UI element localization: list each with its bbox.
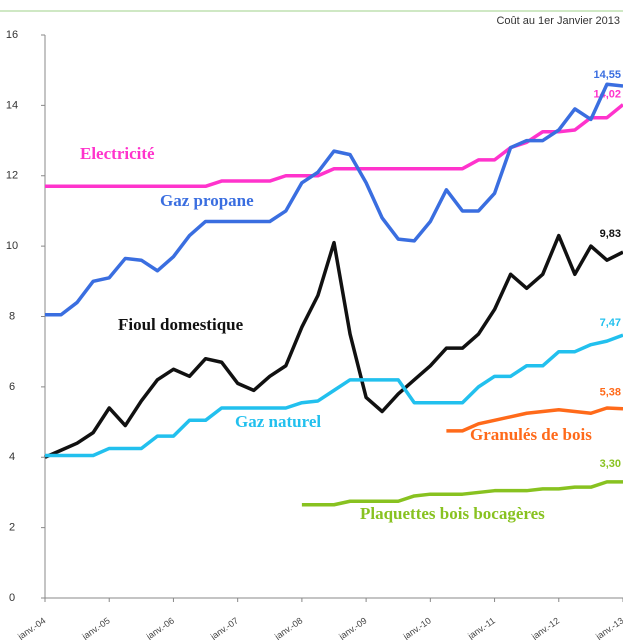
series-name: Gaz naturel xyxy=(235,412,321,431)
series-name: Fioul domestique xyxy=(118,315,244,334)
series-name: Granulés de bois xyxy=(470,425,592,444)
y-tick-label: 2 xyxy=(9,522,15,534)
value-label: 5,38 xyxy=(600,387,621,399)
x-tick-label: janv.-07 xyxy=(208,615,240,640)
y-tick-label: 16 xyxy=(6,29,18,41)
y-tick-label: 10 xyxy=(6,240,18,252)
y-tick-label: 8 xyxy=(9,310,15,322)
x-tick-label: janv.-06 xyxy=(144,615,176,640)
series-line xyxy=(45,82,623,317)
value-label: 14,02 xyxy=(593,89,621,101)
series-name: Electricité xyxy=(80,144,155,163)
x-tick-label: janv.-05 xyxy=(79,615,111,640)
value-label: 7,47 xyxy=(600,317,621,329)
x-tick-label: janv.-13 xyxy=(593,615,623,640)
x-tick-label: janv.-09 xyxy=(336,615,368,640)
series-name: Gaz propane xyxy=(160,191,254,210)
y-tick-label: 0 xyxy=(9,592,15,604)
x-tick-label: janv.-04 xyxy=(15,615,47,640)
y-tick-label: 6 xyxy=(9,381,15,393)
value-label: 3,30 xyxy=(600,458,621,470)
x-tick-label: janv.-11 xyxy=(465,615,497,640)
y-tick-label: 4 xyxy=(9,451,15,463)
series-line xyxy=(446,406,623,433)
series-line xyxy=(44,233,623,459)
x-tick-label: janv.-12 xyxy=(529,615,561,640)
x-tick-label: janv.-10 xyxy=(401,615,433,640)
series-line xyxy=(301,480,623,507)
value-label: 14,55 xyxy=(593,69,621,81)
series-line xyxy=(45,333,623,458)
y-tick-label: 12 xyxy=(6,170,18,182)
y-tick-label: 14 xyxy=(6,99,18,111)
x-tick-label: janv.-08 xyxy=(272,615,304,640)
chart-subtitle: Coût au 1er Janvier 2013 xyxy=(496,15,620,27)
value-label: 9,83 xyxy=(600,228,621,240)
series-name: Plaquettes bois bocagères xyxy=(360,504,545,523)
